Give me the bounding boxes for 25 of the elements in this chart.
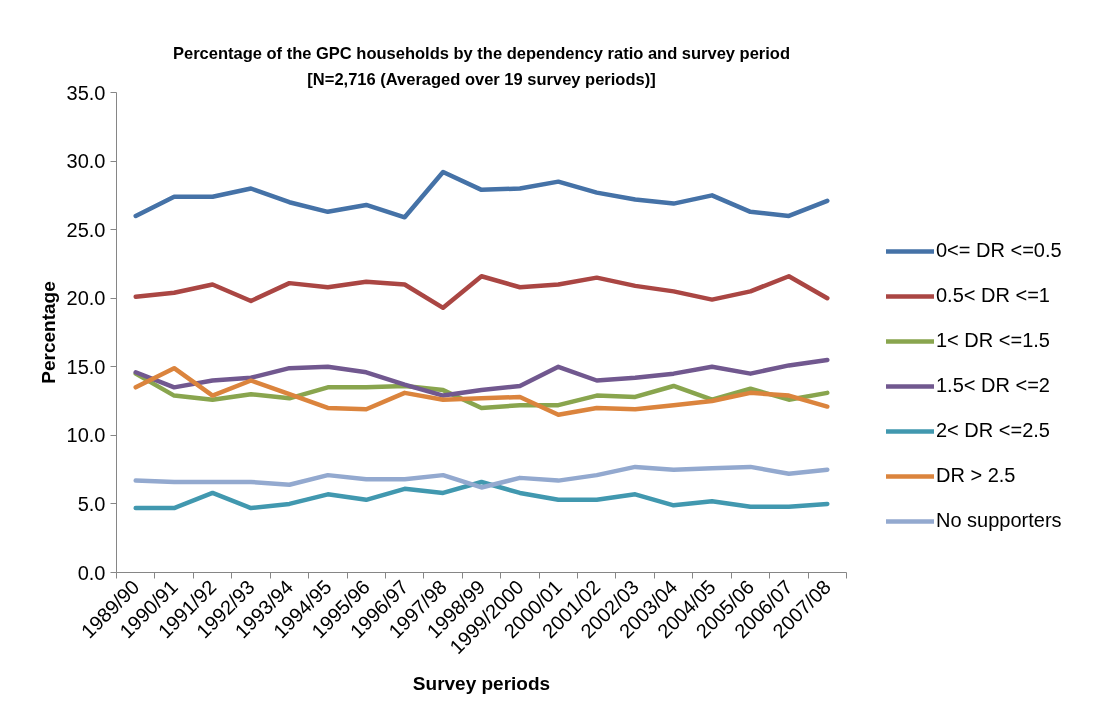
x-axis-title: Survey periods xyxy=(412,672,551,694)
line-series xyxy=(133,274,830,311)
legend-label: 1.5< DR <=2 xyxy=(936,374,1050,397)
line-series xyxy=(133,357,830,398)
chart-subtitle: [N=2,716 (Averaged over 19 survey periods)] xyxy=(307,69,656,88)
legend-label: 1< DR <=1.5 xyxy=(936,329,1050,352)
y-tick-label: 10.0 xyxy=(66,424,106,447)
y-tick-label: 30.0 xyxy=(66,150,106,173)
y-tick-label: 25.0 xyxy=(66,218,106,241)
legend-label: 0<= DR <=0.5 xyxy=(936,239,1062,262)
y-axis-title: Percentage xyxy=(37,281,59,384)
legend-label: 0.5< DR <=1 xyxy=(936,284,1050,307)
line-series xyxy=(133,464,830,490)
line-series xyxy=(133,479,830,511)
y-tick-label: 15.0 xyxy=(66,355,106,378)
chart-title: Percentage of the GPC households by the dependency ratio and survey period xyxy=(172,43,791,62)
legend-label: DR > 2.5 xyxy=(936,464,1016,487)
line-series xyxy=(133,169,830,220)
legend-label: No supporters xyxy=(936,509,1062,532)
legend-label: 2< DR <=2.5 xyxy=(936,419,1050,442)
y-tick-label: 20.0 xyxy=(66,287,106,310)
y-tick-label: 0.0 xyxy=(77,561,106,584)
y-tick-label: 35.0 xyxy=(66,81,106,104)
line-series xyxy=(133,365,830,418)
y-tick-label: 5.0 xyxy=(77,492,106,515)
